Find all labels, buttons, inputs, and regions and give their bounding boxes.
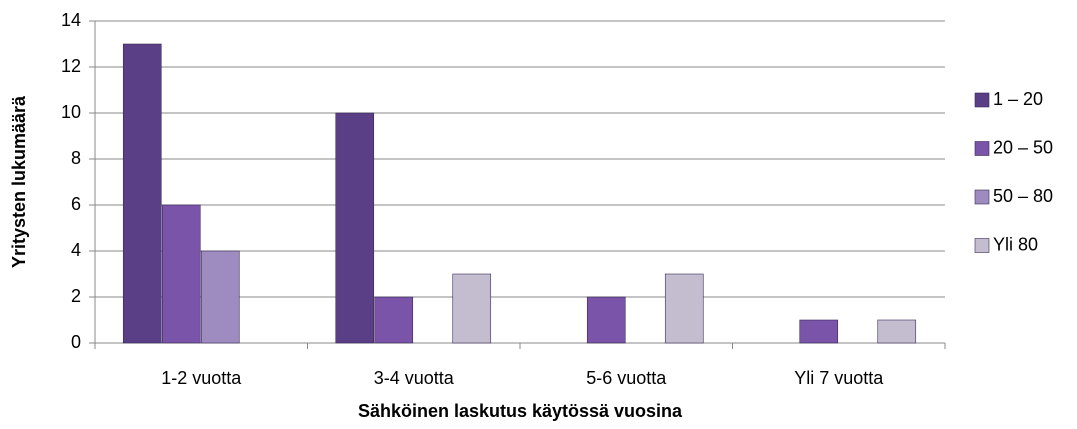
x-tick-label: Yli 7 vuotta <box>794 368 884 388</box>
y-axis-label: Yritysten lukumäärä <box>9 95 29 268</box>
legend-swatch <box>974 141 990 156</box>
x-tick-label: 5-6 vuotta <box>586 368 667 388</box>
bar <box>452 273 492 344</box>
x-tick-label: 3-4 vuotta <box>374 368 455 388</box>
y-tick-label: 14 <box>61 10 81 30</box>
legend-label: 20 – 50 <box>993 137 1053 157</box>
y-tick-label: 12 <box>61 56 81 76</box>
y-tick-label: 2 <box>71 286 81 306</box>
legend-swatch <box>974 189 990 205</box>
bar <box>877 319 917 344</box>
bar <box>374 296 414 344</box>
y-tick-label: 0 <box>71 332 81 352</box>
legend-label: 1 – 20 <box>993 89 1043 109</box>
x-tick-label: 1-2 vuotta <box>161 368 242 388</box>
legend-swatch <box>974 238 990 253</box>
bar <box>335 112 375 344</box>
legend-swatch <box>974 92 990 108</box>
legend-label: Yli 80 <box>993 234 1038 254</box>
bar <box>586 296 626 344</box>
x-axis-label: Sähköinen laskutus käytössä vuosina <box>358 401 683 421</box>
y-tick-label: 10 <box>61 102 81 122</box>
y-tick-label: 8 <box>71 148 81 168</box>
bar <box>664 273 704 344</box>
bar <box>799 319 839 344</box>
bar <box>200 250 240 344</box>
y-tick-label: 4 <box>71 240 81 260</box>
bar <box>161 204 201 344</box>
bar <box>122 43 162 344</box>
legend-label: 50 – 80 <box>993 186 1053 206</box>
y-tick-label: 6 <box>71 194 81 214</box>
